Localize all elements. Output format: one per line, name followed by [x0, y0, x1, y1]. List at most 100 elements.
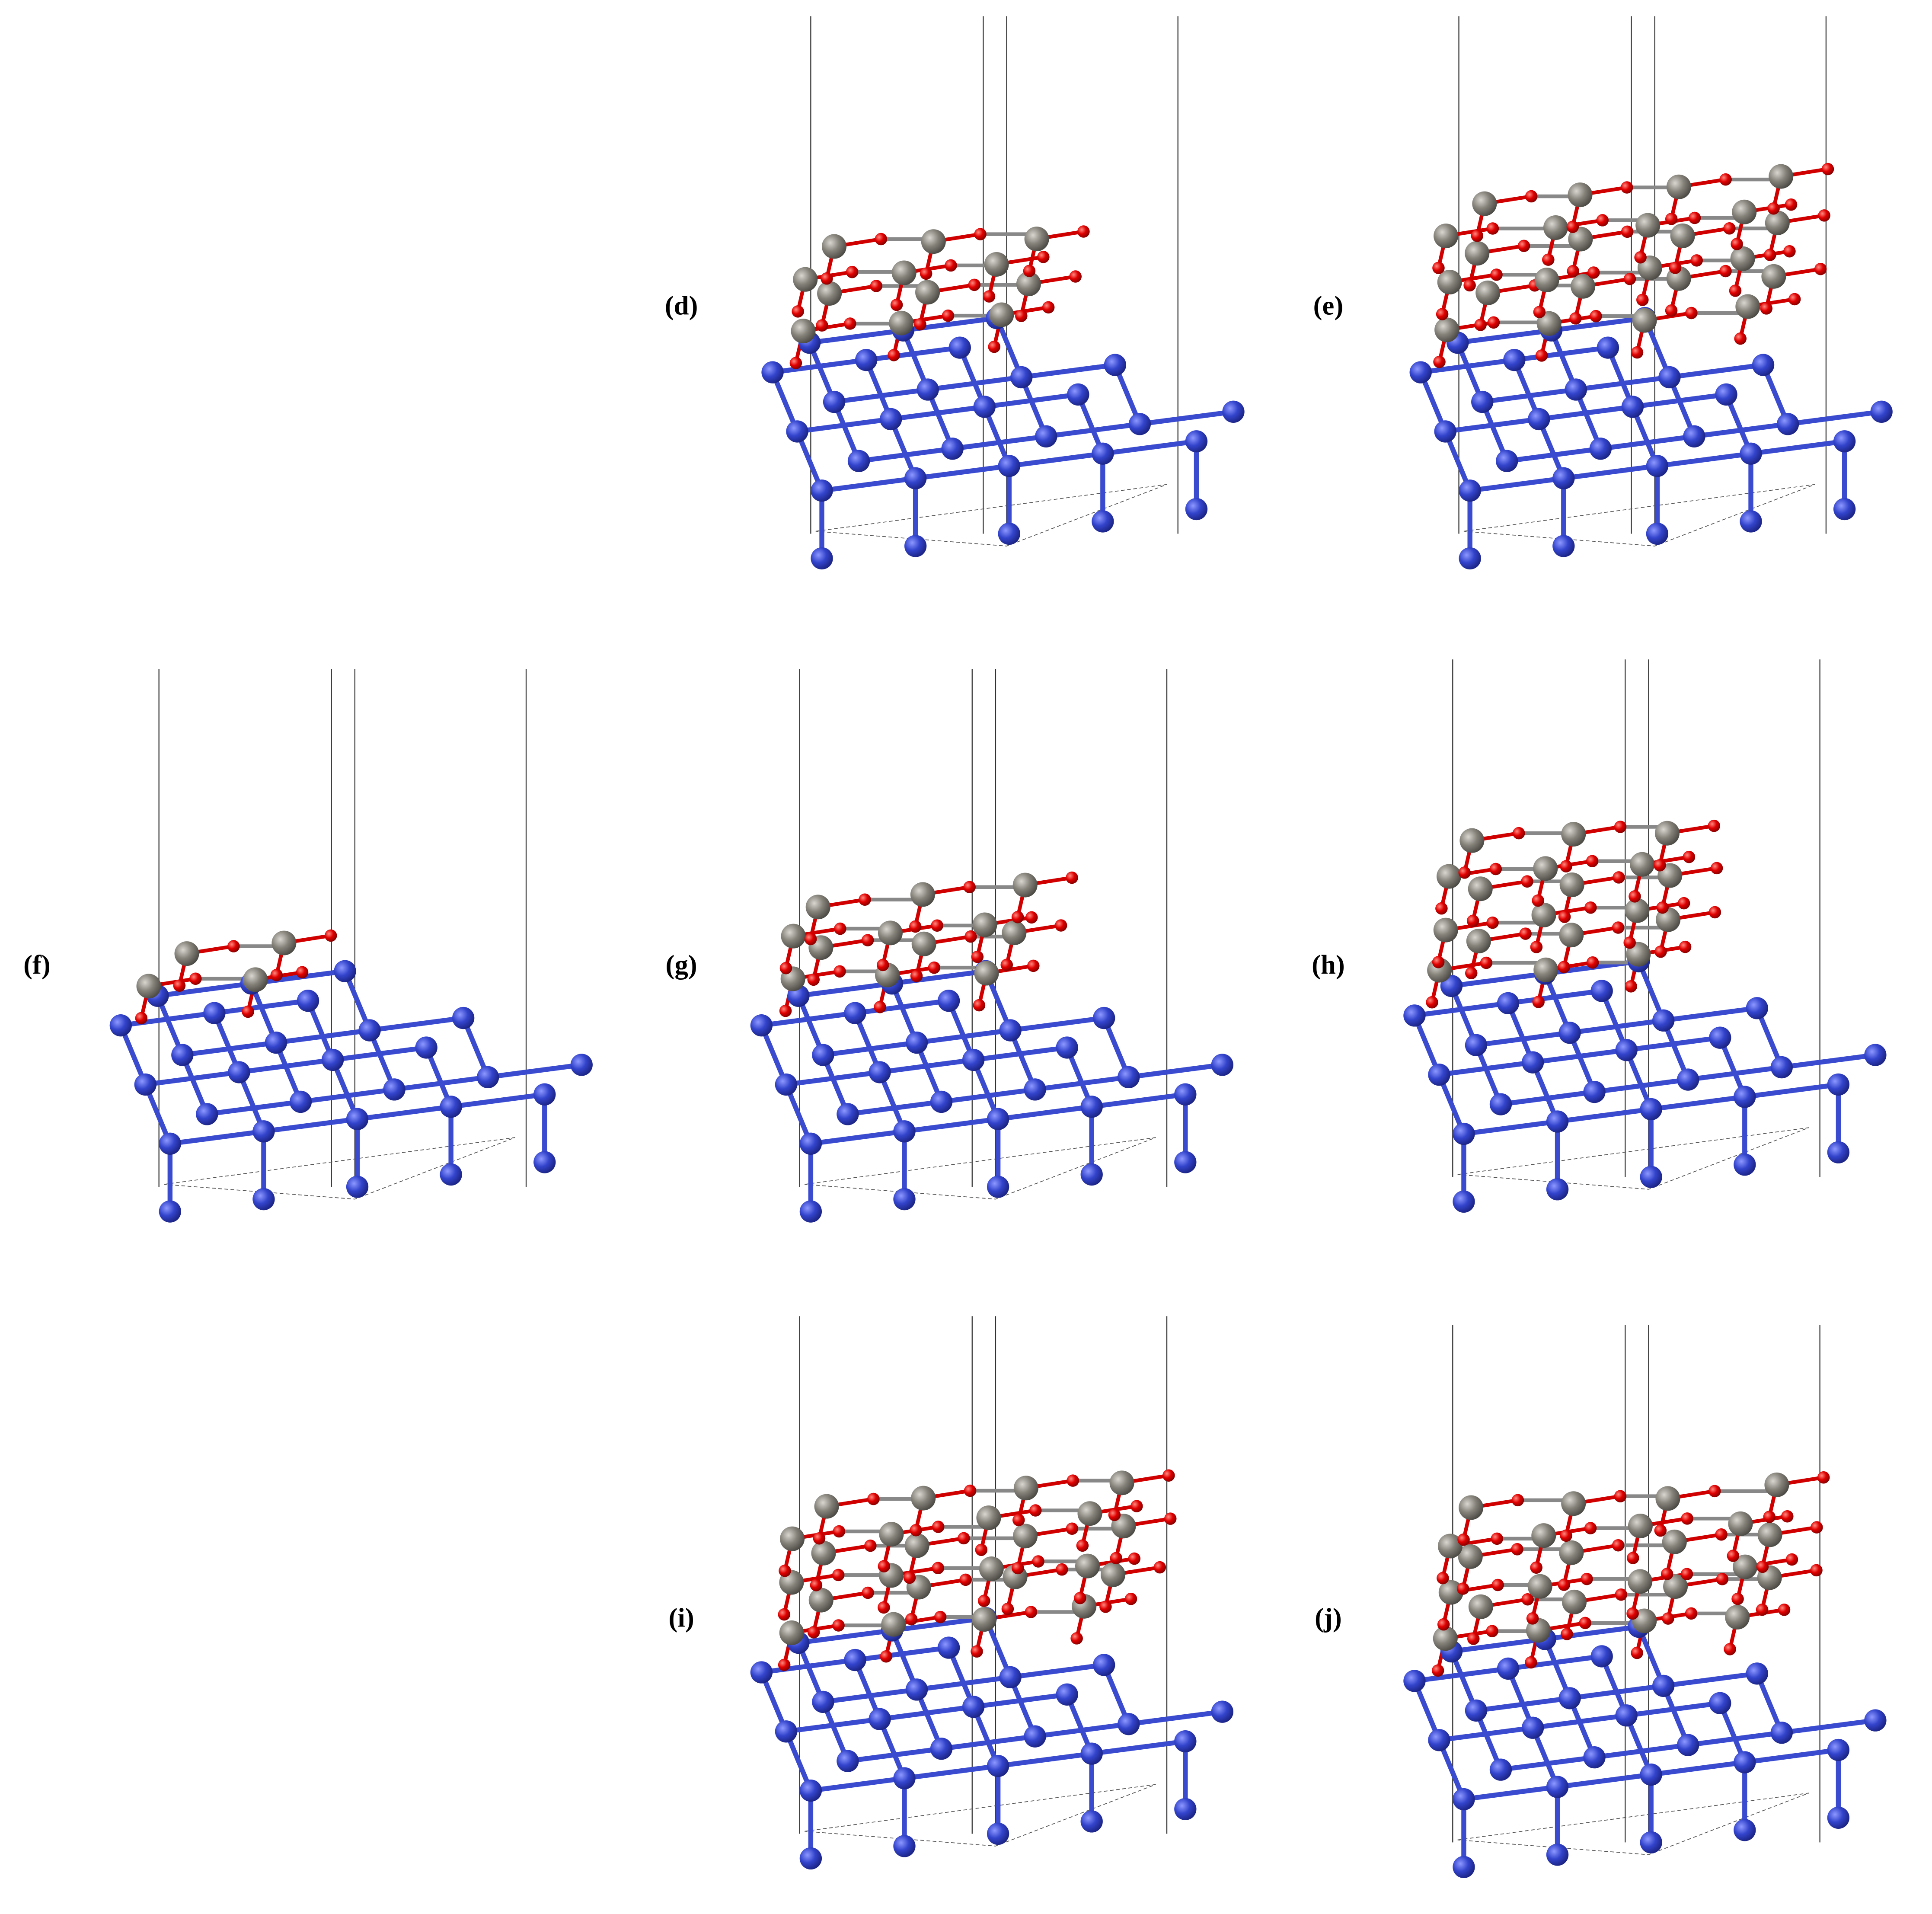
atom: [987, 1108, 1009, 1130]
atom: [904, 1533, 929, 1558]
atom: [203, 1002, 226, 1024]
atom: [893, 1120, 916, 1143]
bond: [1530, 1713, 1629, 1730]
bond: [1598, 434, 1697, 451]
atom: [1827, 1073, 1850, 1096]
bond: [1418, 357, 1517, 375]
atom: [1174, 1151, 1197, 1173]
atom: [1558, 911, 1571, 923]
atom: [1453, 1190, 1475, 1213]
bond: [971, 1045, 1070, 1063]
atom: [1770, 1722, 1793, 1744]
atom: [910, 882, 935, 907]
atom: [1727, 1550, 1740, 1562]
atom: [1729, 284, 1742, 297]
atom: [958, 1532, 970, 1545]
atom: [1561, 1628, 1573, 1640]
atom: [775, 1720, 798, 1743]
atom: [1579, 1617, 1591, 1630]
atom: [1621, 396, 1644, 418]
bond: [1498, 1754, 1597, 1772]
atom: [1104, 354, 1127, 376]
bond: [995, 1104, 1094, 1122]
atom: [1634, 251, 1647, 264]
atom: [1654, 945, 1667, 958]
bond: [1449, 971, 1548, 989]
atom: [778, 1608, 791, 1621]
atom: [1626, 1607, 1639, 1620]
atom: [1174, 1798, 1197, 1821]
atom: [1567, 265, 1580, 278]
bond: [143, 1070, 242, 1087]
bond: [783, 1716, 882, 1734]
atom: [1685, 307, 1698, 320]
atom: [1530, 941, 1543, 953]
atom: [1453, 1122, 1475, 1145]
bond: [1449, 1636, 1548, 1654]
atom: [1728, 1511, 1753, 1536]
atom: [1565, 378, 1587, 401]
atom: [1560, 1529, 1572, 1542]
atom: [1491, 1578, 1504, 1591]
atom: [1615, 1588, 1628, 1601]
atom: [1597, 336, 1619, 359]
atom: [1528, 408, 1550, 431]
atom: [1631, 346, 1644, 359]
atom: [1708, 1485, 1721, 1498]
atom: [1677, 1734, 1699, 1756]
bond: [1667, 362, 1766, 380]
atom: [289, 1090, 312, 1113]
atom: [243, 967, 268, 992]
bond: [888, 404, 987, 422]
atom: [799, 1200, 822, 1223]
atom: [972, 912, 997, 937]
atom: [998, 522, 1020, 545]
atom: [878, 1560, 891, 1572]
atom: [1174, 1083, 1197, 1106]
atom: [1431, 1664, 1444, 1677]
atom: [859, 893, 871, 906]
atom: [1763, 249, 1776, 261]
atom: [1730, 246, 1755, 271]
atom: [1108, 1508, 1121, 1521]
atom: [1590, 1645, 1613, 1668]
atom: [977, 1594, 990, 1607]
atom: [1530, 1561, 1542, 1574]
atom: [1827, 1738, 1850, 1761]
atom: [1437, 1572, 1449, 1585]
atom: [252, 1188, 275, 1211]
atom: [1471, 390, 1494, 413]
bond: [1654, 451, 1753, 469]
atom: [189, 972, 202, 985]
atom: [834, 922, 846, 935]
atom: [1069, 270, 1082, 283]
bond: [1126, 1062, 1225, 1080]
atom: [812, 1044, 834, 1066]
atom: [1746, 1662, 1768, 1685]
bond: [1624, 1700, 1723, 1718]
atom: [1459, 828, 1485, 853]
bond: [821, 1687, 920, 1705]
atom: [1525, 1656, 1537, 1669]
atom: [931, 919, 943, 932]
atom: [1546, 1776, 1569, 1798]
atom: [1681, 1512, 1693, 1525]
atom: [1669, 262, 1682, 274]
atom: [1612, 921, 1625, 934]
panel-label: (d): [665, 290, 698, 320]
bond: [261, 1116, 360, 1134]
atom: [1000, 959, 1013, 971]
atom: [1466, 914, 1479, 927]
atom: [1658, 366, 1681, 389]
atom: [971, 950, 984, 963]
atom: [1716, 1573, 1729, 1585]
atom: [1719, 265, 1732, 278]
bond: [1126, 1709, 1225, 1727]
atom: [1833, 498, 1856, 521]
atom: [1558, 1022, 1581, 1044]
atom: [135, 1012, 148, 1025]
bond: [167, 1129, 266, 1146]
atom: [999, 1666, 1022, 1689]
atom: [1724, 1643, 1736, 1655]
atom: [1211, 1700, 1233, 1723]
